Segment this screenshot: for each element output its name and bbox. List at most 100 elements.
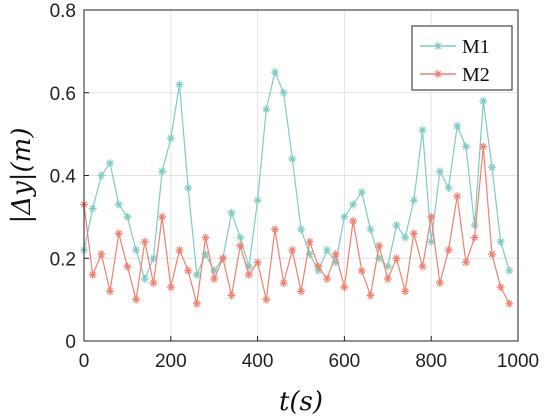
data-point-m1	[340, 212, 349, 221]
data-point-m2	[149, 279, 158, 288]
data-point-m2	[366, 291, 375, 300]
data-point-m1	[435, 167, 444, 176]
data-point-m2	[383, 274, 392, 283]
data-point-m2	[270, 225, 279, 234]
data-point-m2	[461, 258, 470, 267]
data-point-m1	[106, 159, 115, 168]
data-point-m1	[409, 196, 418, 205]
data-point-m1	[288, 154, 297, 163]
y-tick-label: 0	[65, 332, 76, 353]
y-tick-label: 0.4	[50, 167, 77, 188]
data-point-m1	[496, 237, 505, 246]
data-point-m2	[487, 250, 496, 259]
data-point-m2	[227, 291, 236, 300]
data-point-m1	[461, 142, 470, 151]
data-point-m2	[331, 250, 340, 259]
data-point-m1	[444, 183, 453, 192]
data-point-m2	[409, 229, 418, 238]
x-axis-label: t(s)	[279, 387, 323, 417]
data-point-m2	[192, 299, 201, 308]
data-point-m1	[236, 233, 245, 242]
data-point-m1	[470, 221, 479, 230]
data-point-m2	[236, 241, 245, 250]
x-tick-label: 600	[329, 351, 361, 372]
data-point-m2	[496, 283, 505, 292]
data-point-m1	[97, 171, 106, 180]
data-point-m2	[88, 270, 97, 279]
legend-label: M2	[462, 64, 490, 86]
data-point-m1	[487, 163, 496, 172]
data-point-m2	[427, 212, 436, 221]
legend-item-m2: M2	[420, 64, 490, 86]
data-point-m2	[184, 266, 193, 275]
data-point-m1	[453, 121, 462, 130]
data-point-m2	[97, 250, 106, 259]
data-point-m1	[418, 125, 427, 134]
data-point-m1	[392, 221, 401, 230]
data-point-m1	[175, 80, 184, 89]
y-axis-label: |Δy|(m)	[7, 128, 37, 224]
data-point-m1	[366, 225, 375, 234]
x-tick-label: 800	[415, 351, 447, 372]
data-point-m2	[357, 266, 366, 275]
data-point-m1	[140, 274, 149, 283]
data-point-m2	[349, 217, 358, 226]
x-tick-label: 1000	[497, 351, 539, 372]
data-point-m1	[253, 196, 262, 205]
data-point-m1	[184, 183, 193, 192]
data-point-m1	[349, 200, 358, 209]
legend-item-m1: M1	[420, 36, 490, 58]
x-tick-label: 400	[242, 351, 274, 372]
x-tick-label: 0	[79, 351, 90, 372]
data-point-m2	[297, 287, 305, 296]
data-point-m2	[132, 295, 141, 304]
data-point-m1	[262, 105, 271, 114]
data-point-m2	[123, 262, 132, 271]
data-point-m1	[192, 270, 201, 279]
data-point-m2	[435, 279, 444, 288]
data-point-m2	[314, 262, 323, 271]
data-point-m2	[444, 245, 453, 254]
series-m1	[80, 68, 514, 283]
data-point-m2	[175, 245, 184, 254]
data-point-m2	[244, 270, 253, 279]
data-point-m1	[114, 200, 123, 209]
data-point-m1	[401, 233, 410, 242]
data-point-m2	[106, 287, 115, 296]
y-axis-ticks: 0 0.2 0.4 0.6 0.8	[50, 1, 89, 353]
data-point-m2	[401, 287, 410, 296]
data-point-m1	[270, 68, 279, 77]
data-point-m2	[505, 299, 514, 308]
data-point-m2	[323, 274, 332, 283]
data-point-m1	[479, 97, 488, 106]
data-point-m1	[132, 245, 141, 254]
data-point-m2	[253, 258, 262, 267]
data-point-m1	[297, 225, 305, 234]
data-point-m2	[158, 212, 167, 221]
data-point-m2	[453, 192, 462, 201]
data-point-m1	[227, 208, 236, 217]
y-tick-label: 0.6	[50, 84, 76, 105]
x-tick-label: 200	[155, 351, 187, 372]
legend-box	[411, 25, 513, 91]
series-line-m2	[83, 146, 510, 305]
data-point-m2	[114, 229, 123, 238]
data-point-m2	[210, 274, 219, 283]
data-point-m2	[479, 142, 488, 151]
data-point-m1	[357, 188, 366, 197]
data-point-m2	[166, 283, 175, 292]
data-point-m2	[201, 233, 210, 242]
data-point-m2	[375, 241, 384, 250]
legend-label: M1	[462, 36, 490, 58]
data-point-m2	[218, 254, 227, 263]
data-point-m1	[158, 167, 167, 176]
data-point-m2	[288, 245, 297, 254]
data-point-m1	[166, 134, 175, 143]
y-tick-label: 0.8	[50, 1, 76, 22]
y-tick-label: 0.2	[50, 249, 76, 270]
legend-marker	[434, 70, 442, 78]
series-line-m1	[83, 70, 510, 281]
data-point-m2	[305, 237, 314, 246]
